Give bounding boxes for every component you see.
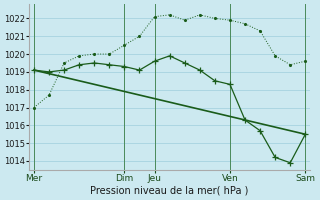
- X-axis label: Pression niveau de la mer( hPa ): Pression niveau de la mer( hPa ): [91, 186, 249, 196]
